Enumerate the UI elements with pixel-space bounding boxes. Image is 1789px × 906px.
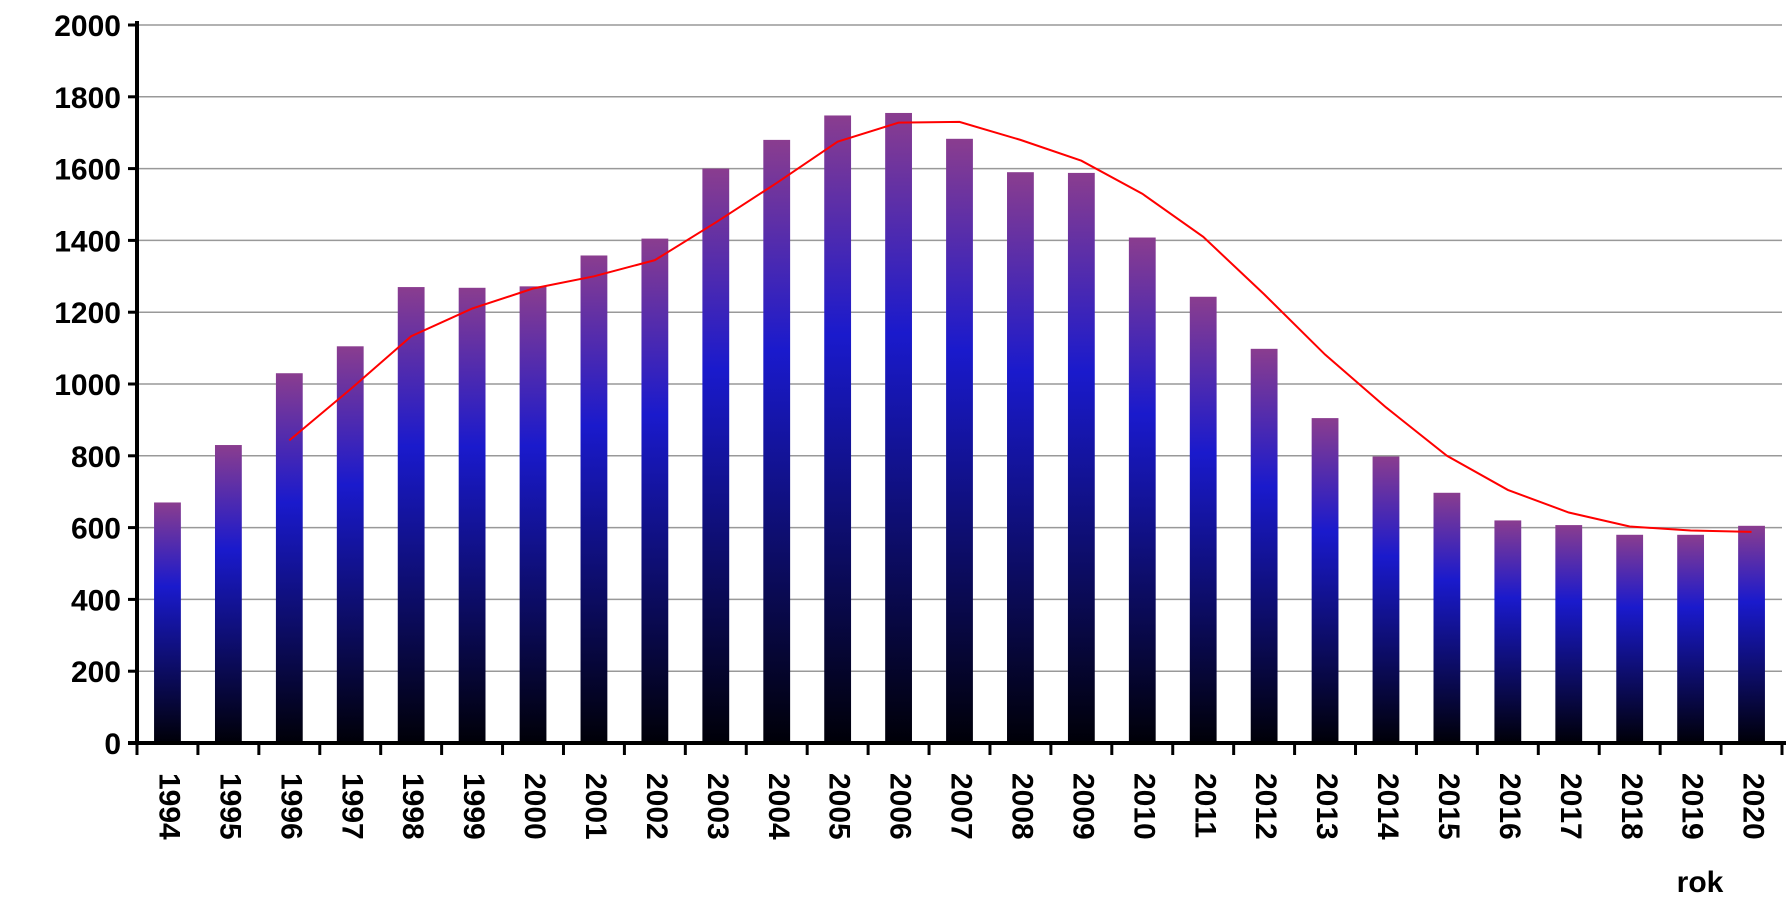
- bar: [1067, 172, 1095, 743]
- bar: [946, 138, 973, 744]
- x-tick-label: 1996: [274, 773, 307, 840]
- bar: [824, 115, 852, 743]
- y-tick-label: 1600: [54, 154, 121, 187]
- bar: [458, 287, 486, 743]
- bar: [1494, 520, 1522, 743]
- x-tick-label: 2009: [1066, 773, 1099, 840]
- y-tick-label: 1200: [54, 297, 121, 330]
- bar: [1433, 492, 1461, 743]
- bar: [1189, 296, 1217, 743]
- x-axis-label: rok: [1677, 866, 1724, 899]
- bar: [1128, 237, 1156, 743]
- bar: [1555, 525, 1583, 743]
- y-tick-label: 400: [71, 584, 121, 617]
- x-tick-label: 2013: [1310, 773, 1343, 840]
- x-tick-label: 2006: [884, 773, 917, 840]
- x-tick-label: 2010: [1127, 773, 1160, 840]
- bar: [1616, 534, 1644, 743]
- x-tick-label: 2017: [1554, 773, 1587, 840]
- bar: [1677, 534, 1705, 743]
- x-tick-label: 2019: [1676, 773, 1709, 840]
- x-tick-label: 2007: [945, 773, 978, 840]
- y-tick-label: 200: [71, 656, 121, 689]
- y-tick-label: 1400: [54, 225, 121, 258]
- x-tick-label: 1998: [396, 773, 429, 840]
- x-tick-label: 2000: [518, 773, 551, 840]
- x-tick-label: 2003: [701, 773, 734, 840]
- bar: [519, 286, 547, 743]
- bar: [702, 168, 730, 744]
- x-tick-label: 2002: [640, 773, 673, 840]
- y-tick-label: 600: [71, 513, 121, 546]
- x-tick-label: 2001: [579, 773, 612, 840]
- bar: [1372, 456, 1400, 743]
- x-tick-label: 1995: [213, 773, 246, 840]
- bar: [763, 139, 791, 743]
- x-tick-label: 1999: [457, 773, 490, 840]
- x-tick-label: 2008: [1006, 773, 1039, 840]
- bar: [336, 346, 364, 743]
- bar: [885, 112, 912, 743]
- x-tick-label: 2020: [1737, 773, 1770, 840]
- y-tick-label: 0: [104, 728, 121, 761]
- x-tick-label: 2018: [1615, 773, 1648, 840]
- x-tick-label: 2012: [1249, 773, 1282, 840]
- bar: [214, 445, 242, 743]
- x-tick-label: 2016: [1493, 773, 1526, 840]
- bar: [580, 255, 608, 743]
- y-tick-label: 800: [71, 441, 121, 474]
- line: [288, 120, 1752, 533]
- x-tick-label: 1994: [153, 773, 186, 840]
- y-tick-label: 2000: [54, 10, 121, 43]
- bar: [1007, 172, 1034, 743]
- x-tick-label: 2011: [1188, 773, 1221, 838]
- bar: [397, 287, 425, 743]
- bar: [1250, 348, 1278, 743]
- y-tick-label: 1000: [54, 369, 121, 402]
- x-tick-label: 1997: [335, 773, 368, 840]
- y-tick-label: 1800: [54, 82, 121, 115]
- bar: [1738, 525, 1765, 743]
- bar: [1311, 418, 1339, 743]
- x-tick-label: 2015: [1432, 773, 1465, 840]
- bar: [275, 373, 303, 743]
- x-tick-label: 2005: [823, 773, 856, 840]
- x-tick-label: 2014: [1371, 773, 1404, 840]
- bar: [641, 238, 669, 744]
- bar: [154, 502, 181, 743]
- x-tick-label: 2004: [762, 773, 795, 840]
